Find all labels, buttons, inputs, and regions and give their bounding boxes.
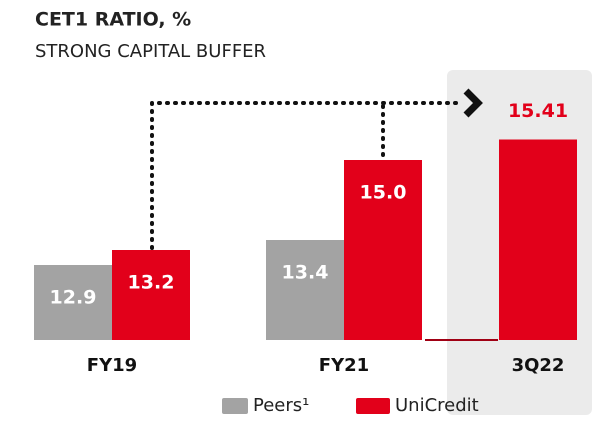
bar bbox=[266, 240, 344, 340]
legend-swatch bbox=[356, 398, 390, 414]
value-label: 13.2 bbox=[128, 272, 175, 294]
legend-label: Peers¹ bbox=[253, 395, 309, 416]
x-tick-label: 3Q22 bbox=[512, 355, 565, 376]
value-label: 15.41 bbox=[508, 100, 568, 122]
arrow-head bbox=[463, 88, 483, 118]
x-tick-label: FY19 bbox=[87, 355, 137, 376]
dotted-connector bbox=[150, 101, 464, 250]
bar bbox=[499, 139, 577, 340]
chart-subtitle: STRONG CAPITAL BUFFER bbox=[35, 41, 266, 62]
value-label: 15.0 bbox=[360, 182, 407, 204]
x-tick-label: FY21 bbox=[319, 355, 369, 376]
bar bbox=[112, 250, 190, 340]
bar bbox=[34, 265, 112, 340]
value-label: 12.9 bbox=[50, 287, 97, 309]
legend-swatch bbox=[222, 398, 248, 414]
chart-title: CET1 RATIO, % bbox=[35, 9, 191, 31]
bar bbox=[344, 160, 422, 340]
value-label: 13.4 bbox=[282, 262, 329, 284]
legend-label: UniCredit bbox=[395, 395, 479, 416]
